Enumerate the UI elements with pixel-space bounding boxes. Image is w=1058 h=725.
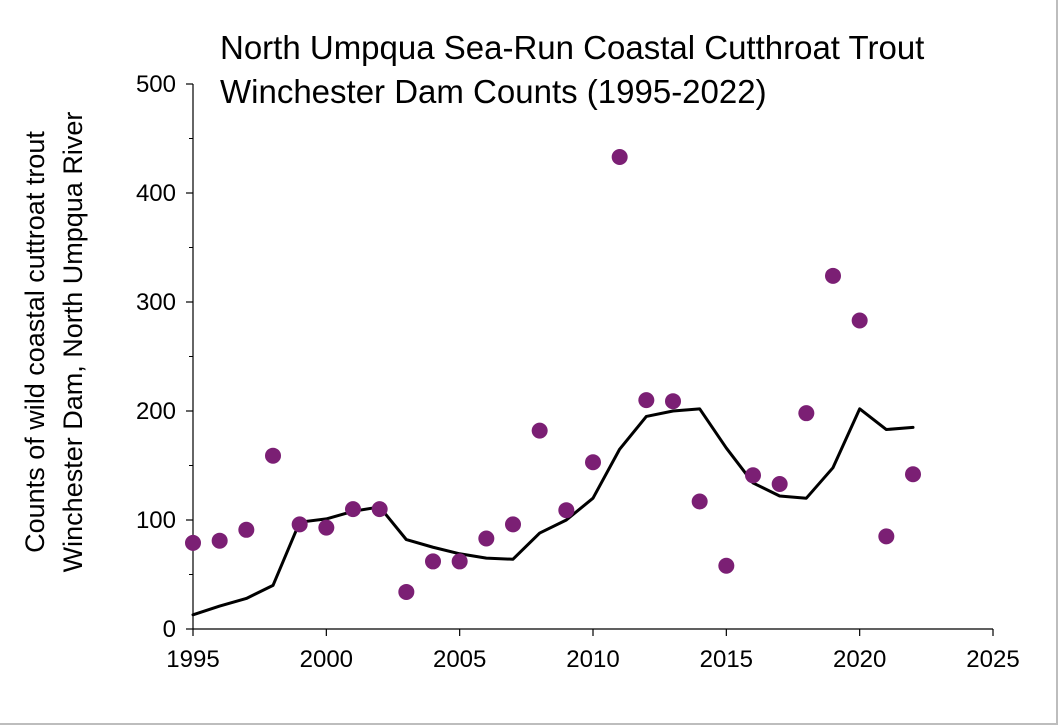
data-point xyxy=(398,583,415,600)
x-tick-label: 2020 xyxy=(833,646,886,673)
data-point xyxy=(825,267,841,284)
y-axis-label-line-2: Winchester Dam, North Umpqua River xyxy=(58,112,88,573)
data-point xyxy=(318,519,335,536)
trend-line xyxy=(191,407,915,617)
axis-ticks xyxy=(186,83,994,636)
chart-title-line-2: Winchester Dam Counts (1995-2022) xyxy=(220,73,767,110)
y-tick-label: 0 xyxy=(163,616,176,643)
y-tick-label: 400 xyxy=(136,180,176,207)
data-point xyxy=(505,516,521,533)
data-point xyxy=(291,516,308,533)
y-axis-label-line-1: Counts of wild coastal cuttroat trout xyxy=(20,131,50,553)
data-point xyxy=(451,553,468,570)
x-tick-label: 2005 xyxy=(433,646,486,673)
data-point xyxy=(745,467,761,484)
data-point xyxy=(585,454,601,471)
axis-tick-labels: 0 100 200 300 400 500 1995 2000 2005 2010 2015 2020… xyxy=(136,71,1020,673)
data-point xyxy=(371,501,388,518)
data-point xyxy=(638,392,655,409)
data-point xyxy=(211,532,228,549)
data-point xyxy=(691,493,708,510)
data-point xyxy=(878,528,895,545)
data-point xyxy=(905,466,921,483)
data-point xyxy=(718,557,735,574)
data-point xyxy=(345,501,361,518)
y-axis-label: Counts of wild coastal cuttroat trout Wi… xyxy=(20,112,88,573)
axes xyxy=(192,84,993,630)
data-point xyxy=(558,502,575,519)
y-tick-label: 200 xyxy=(136,398,176,425)
data-point xyxy=(265,447,281,464)
data-point xyxy=(771,476,788,493)
data-point xyxy=(238,521,255,538)
chart-title: North Umpqua Sea-Run Coastal Cutthroat T… xyxy=(220,29,924,110)
data-point xyxy=(611,149,628,166)
x-tick-label: 2025 xyxy=(966,646,1019,673)
x-tick-label: 2015 xyxy=(700,646,753,673)
trend-line-series xyxy=(191,407,915,617)
x-tick-label: 1995 xyxy=(166,646,219,673)
data-point xyxy=(531,422,548,439)
data-point xyxy=(425,553,441,570)
y-tick-label: 300 xyxy=(136,289,176,316)
data-point xyxy=(851,312,868,329)
data-point xyxy=(665,393,681,410)
scatter-series xyxy=(185,149,921,600)
x-tick-label: 2010 xyxy=(566,646,619,673)
x-tick-label: 2000 xyxy=(300,646,353,673)
data-point xyxy=(478,530,495,547)
data-point xyxy=(185,534,201,551)
chart-title-line-1: North Umpqua Sea-Run Coastal Cutthroat T… xyxy=(220,29,924,66)
y-tick-label: 500 xyxy=(136,71,176,98)
y-tick-label: 100 xyxy=(136,507,176,534)
data-point xyxy=(798,405,815,422)
